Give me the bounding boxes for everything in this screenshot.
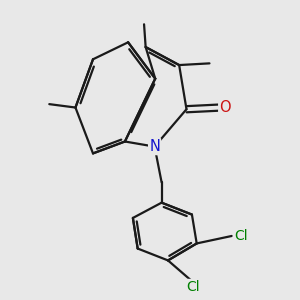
- Text: Cl: Cl: [187, 280, 200, 294]
- Text: Cl: Cl: [234, 229, 248, 243]
- Text: O: O: [219, 100, 231, 115]
- Text: N: N: [149, 139, 160, 154]
